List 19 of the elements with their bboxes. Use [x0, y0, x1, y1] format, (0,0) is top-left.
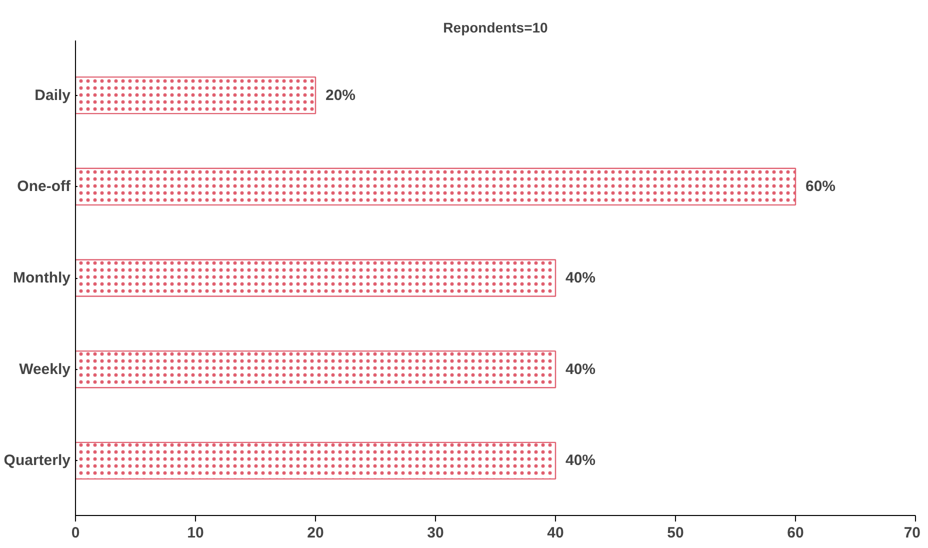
x-tick-label: 20 [307, 524, 324, 542]
x-tick-label: 60 [787, 524, 804, 542]
data-label: 40% [566, 360, 596, 378]
data-label: 40% [566, 452, 596, 470]
data-label: 60% [806, 178, 836, 196]
x-tick-label: 10 [187, 524, 204, 542]
y-tick-label: Weekly [19, 360, 72, 378]
x-tick-label: 70 [904, 524, 921, 542]
x-tick-label: 30 [427, 524, 444, 542]
y-tick-label: Daily [34, 86, 72, 104]
data-label: 40% [566, 270, 596, 286]
data-label: 20% [326, 86, 356, 104]
chart-title: Repondents=10 [443, 20, 548, 36]
x-tick-label: 0 [71, 524, 80, 542]
x-tick-label: 40 [547, 524, 564, 542]
y-tick-label: Quarterly [4, 452, 72, 470]
x-tick-label: 50 [667, 524, 684, 542]
y-tick-label: Monthly [13, 270, 72, 286]
y-tick-label: One-off [17, 178, 72, 196]
